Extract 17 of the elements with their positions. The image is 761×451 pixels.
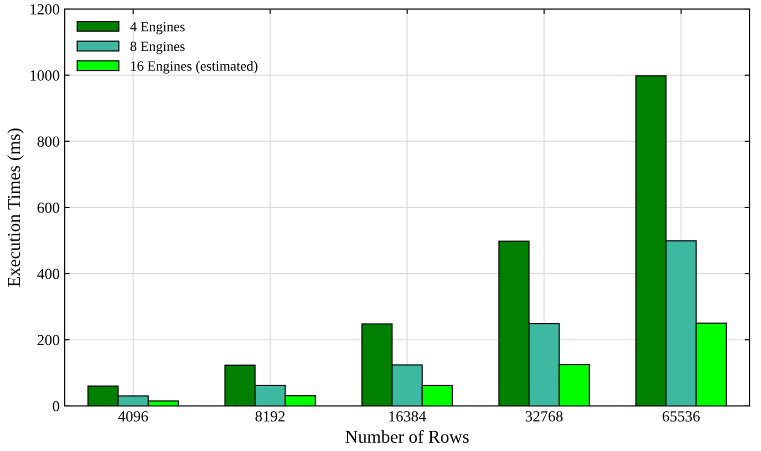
x-tick-label: 4096 — [118, 411, 148, 422]
legend-label: 16 Engines (estimated) — [131, 60, 258, 74]
y-tick-label: 200 — [38, 334, 60, 346]
legend-label: 4 Engines — [130, 22, 185, 34]
x-tick-label: 16384 — [389, 411, 426, 422]
x-tick-label: 8192 — [255, 411, 285, 422]
y-tick-label: 600 — [38, 202, 60, 213]
y-axis-title: Execution Times (ms) — [7, 128, 24, 287]
x-tick-label: 65536 — [662, 411, 700, 422]
y-tick-label: 1000 — [30, 70, 60, 81]
x-axis-title: Number of Rows — [345, 430, 469, 443]
x-tick-label: 32768 — [526, 411, 563, 422]
y-tick-label: 1200 — [30, 4, 60, 14]
y-tick-label: 400 — [37, 268, 60, 280]
legend-label: 8 Engines — [130, 42, 185, 54]
y-tick-label: 800 — [37, 136, 60, 147]
y-tick-label: 0 — [52, 401, 60, 412]
